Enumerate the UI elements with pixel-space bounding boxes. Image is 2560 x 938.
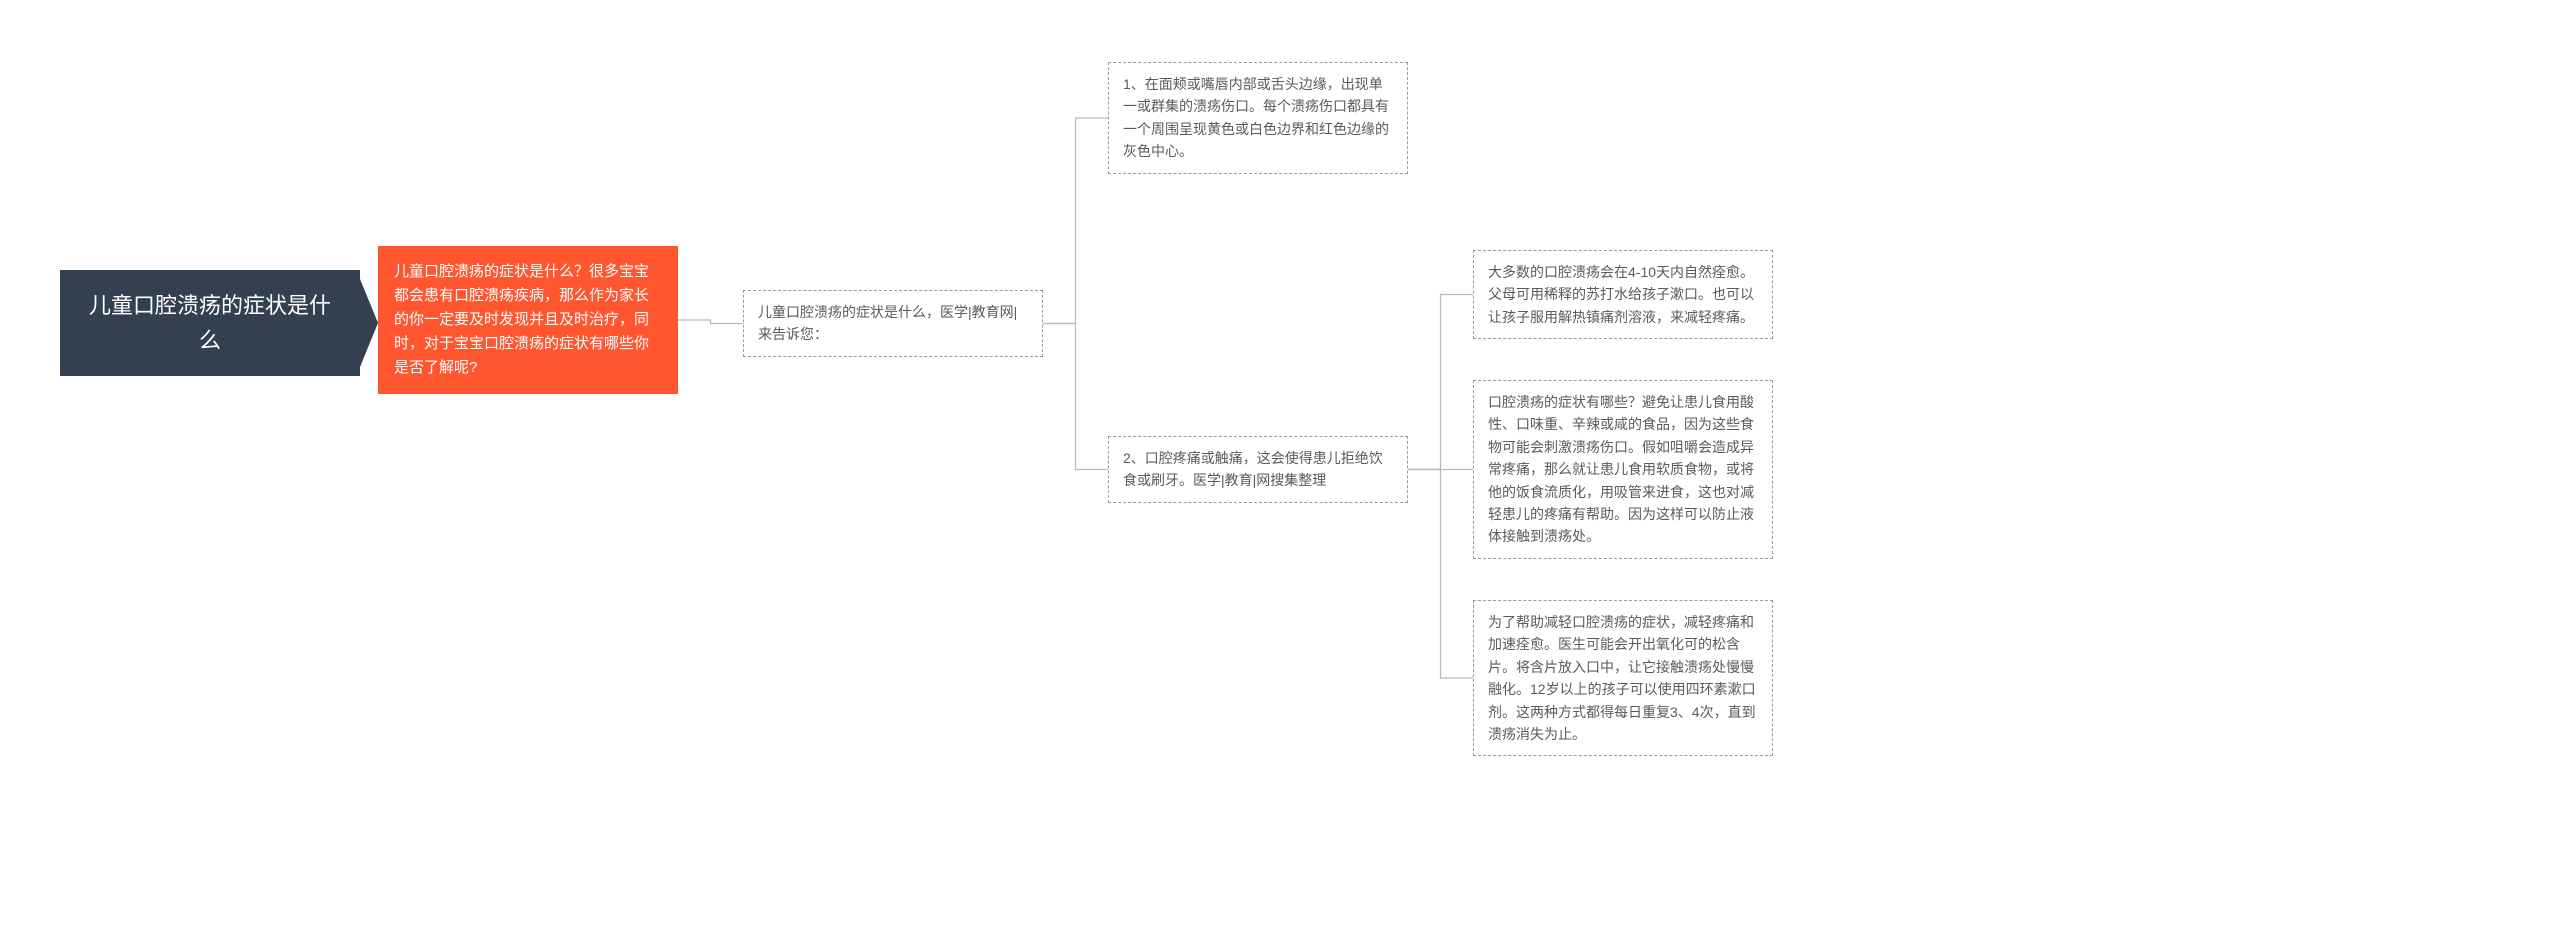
level3-node-1: 1、在面颊或嘴唇内部或舌头边缘，出现单一或群集的溃疡伤口。每个溃疡伤口都具有一个… [1108, 62, 1408, 174]
root-label: 儿童口腔溃疡的症状是什么 [84, 288, 336, 358]
level2-node: 儿童口腔溃疡的症状是什么，医学|教育网|来告诉您： [743, 290, 1043, 357]
level4-node-1: 大多数的口腔溃疡会在4-10天内自然痊愈。父母可用稀释的苏打水给孩子漱口。也可以… [1473, 250, 1773, 339]
level3-node-2: 2、口腔疼痛或触痛，这会使得患儿拒绝饮食或刷牙。医学|教育|网搜集整理 [1108, 436, 1408, 503]
level1-text: 儿童口腔溃疡的症状是什么？很多宝宝都会患有口腔溃疡疾病，那么作为家长的你一定要及… [394, 263, 649, 376]
level4-text-1: 大多数的口腔溃疡会在4-10天内自然痊愈。父母可用稀释的苏打水给孩子漱口。也可以… [1488, 264, 1754, 325]
root-node: 儿童口腔溃疡的症状是什么 [60, 270, 360, 376]
level4-node-2: 口腔溃疡的症状有哪些？避免让患儿食用酸性、口味重、辛辣或咸的食品，因为这些食物可… [1473, 380, 1773, 559]
level4-node-3: 为了帮助减轻口腔溃疡的症状，减轻疼痛和加速痊愈。医生可能会开出氧化可的松含片。将… [1473, 600, 1773, 756]
level4-text-2: 口腔溃疡的症状有哪些？避免让患儿食用酸性、口味重、辛辣或咸的食品，因为这些食物可… [1488, 394, 1754, 544]
level3-text-1: 1、在面颊或嘴唇内部或舌头边缘，出现单一或群集的溃疡伤口。每个溃疡伤口都具有一个… [1123, 76, 1389, 159]
level2-text: 儿童口腔溃疡的症状是什么，医学|教育网|来告诉您： [758, 304, 1017, 342]
level4-text-3: 为了帮助减轻口腔溃疡的症状，减轻疼痛和加速痊愈。医生可能会开出氧化可的松含片。将… [1488, 614, 1756, 742]
level3-text-2: 2、口腔疼痛或触痛，这会使得患儿拒绝饮食或刷牙。医学|教育|网搜集整理 [1123, 450, 1383, 488]
level1-node: 儿童口腔溃疡的症状是什么？很多宝宝都会患有口腔溃疡疾病，那么作为家长的你一定要及… [378, 246, 678, 394]
